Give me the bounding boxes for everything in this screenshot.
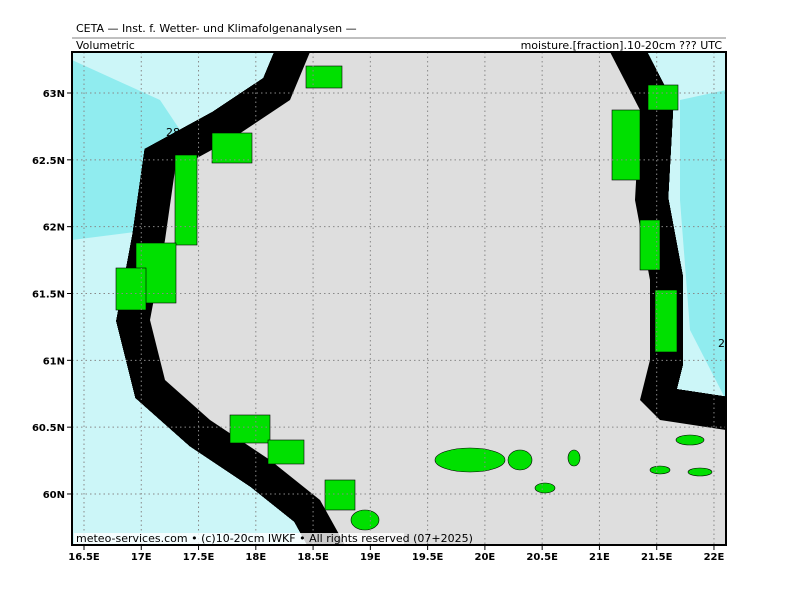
lat-tick-label: 61.5N <box>32 289 65 300</box>
map: 28 28 <box>72 52 732 545</box>
lon-tick-label: 19E <box>360 552 381 563</box>
lon-tick-label: 18.5E <box>297 552 329 563</box>
subtitle-left: Volumetric <box>76 39 135 52</box>
lon-tick-label: 18E <box>245 552 266 563</box>
lat-tick-label: 60N <box>43 490 65 501</box>
lon-tick-label: 21.5E <box>641 552 673 563</box>
subtitle-right: moisture.[fraction].10-20cm ??? UTC <box>521 39 723 52</box>
lat-tick-label: 63N <box>43 89 65 100</box>
title: CETA — Inst. f. Wetter- und Klimafolgena… <box>76 22 357 35</box>
lon-tick-label: 21E <box>589 552 610 563</box>
graticule <box>72 52 726 545</box>
coast-patches <box>115 65 713 531</box>
lon-tick-label: 19.5E <box>412 552 444 563</box>
credit: meteo-services.com • (c)10-20cm IWKF • A… <box>76 532 473 545</box>
map-frame <box>71 51 727 546</box>
contour-label: 28 <box>166 126 180 139</box>
lon-tick-label: 20E <box>475 552 496 563</box>
credit-bg <box>74 533 404 544</box>
lat-tick-label: 62N <box>43 223 65 234</box>
lat-tick-label: 62.5N <box>32 156 65 167</box>
sea <box>150 52 726 545</box>
lon-tick-label: 20.5E <box>526 552 558 563</box>
lat-tick-label: 60.5N <box>32 423 65 434</box>
lon-tick-label: 16.5E <box>68 552 100 563</box>
moisture-zone <box>680 90 726 400</box>
lon-tick-label: 17E <box>131 552 152 563</box>
lon-tick-label: 17.5E <box>183 552 215 563</box>
lon-tick-label: 22E <box>704 552 725 563</box>
contour-label: 28 <box>718 337 732 350</box>
lat-tick-label: 61N <box>43 356 65 367</box>
